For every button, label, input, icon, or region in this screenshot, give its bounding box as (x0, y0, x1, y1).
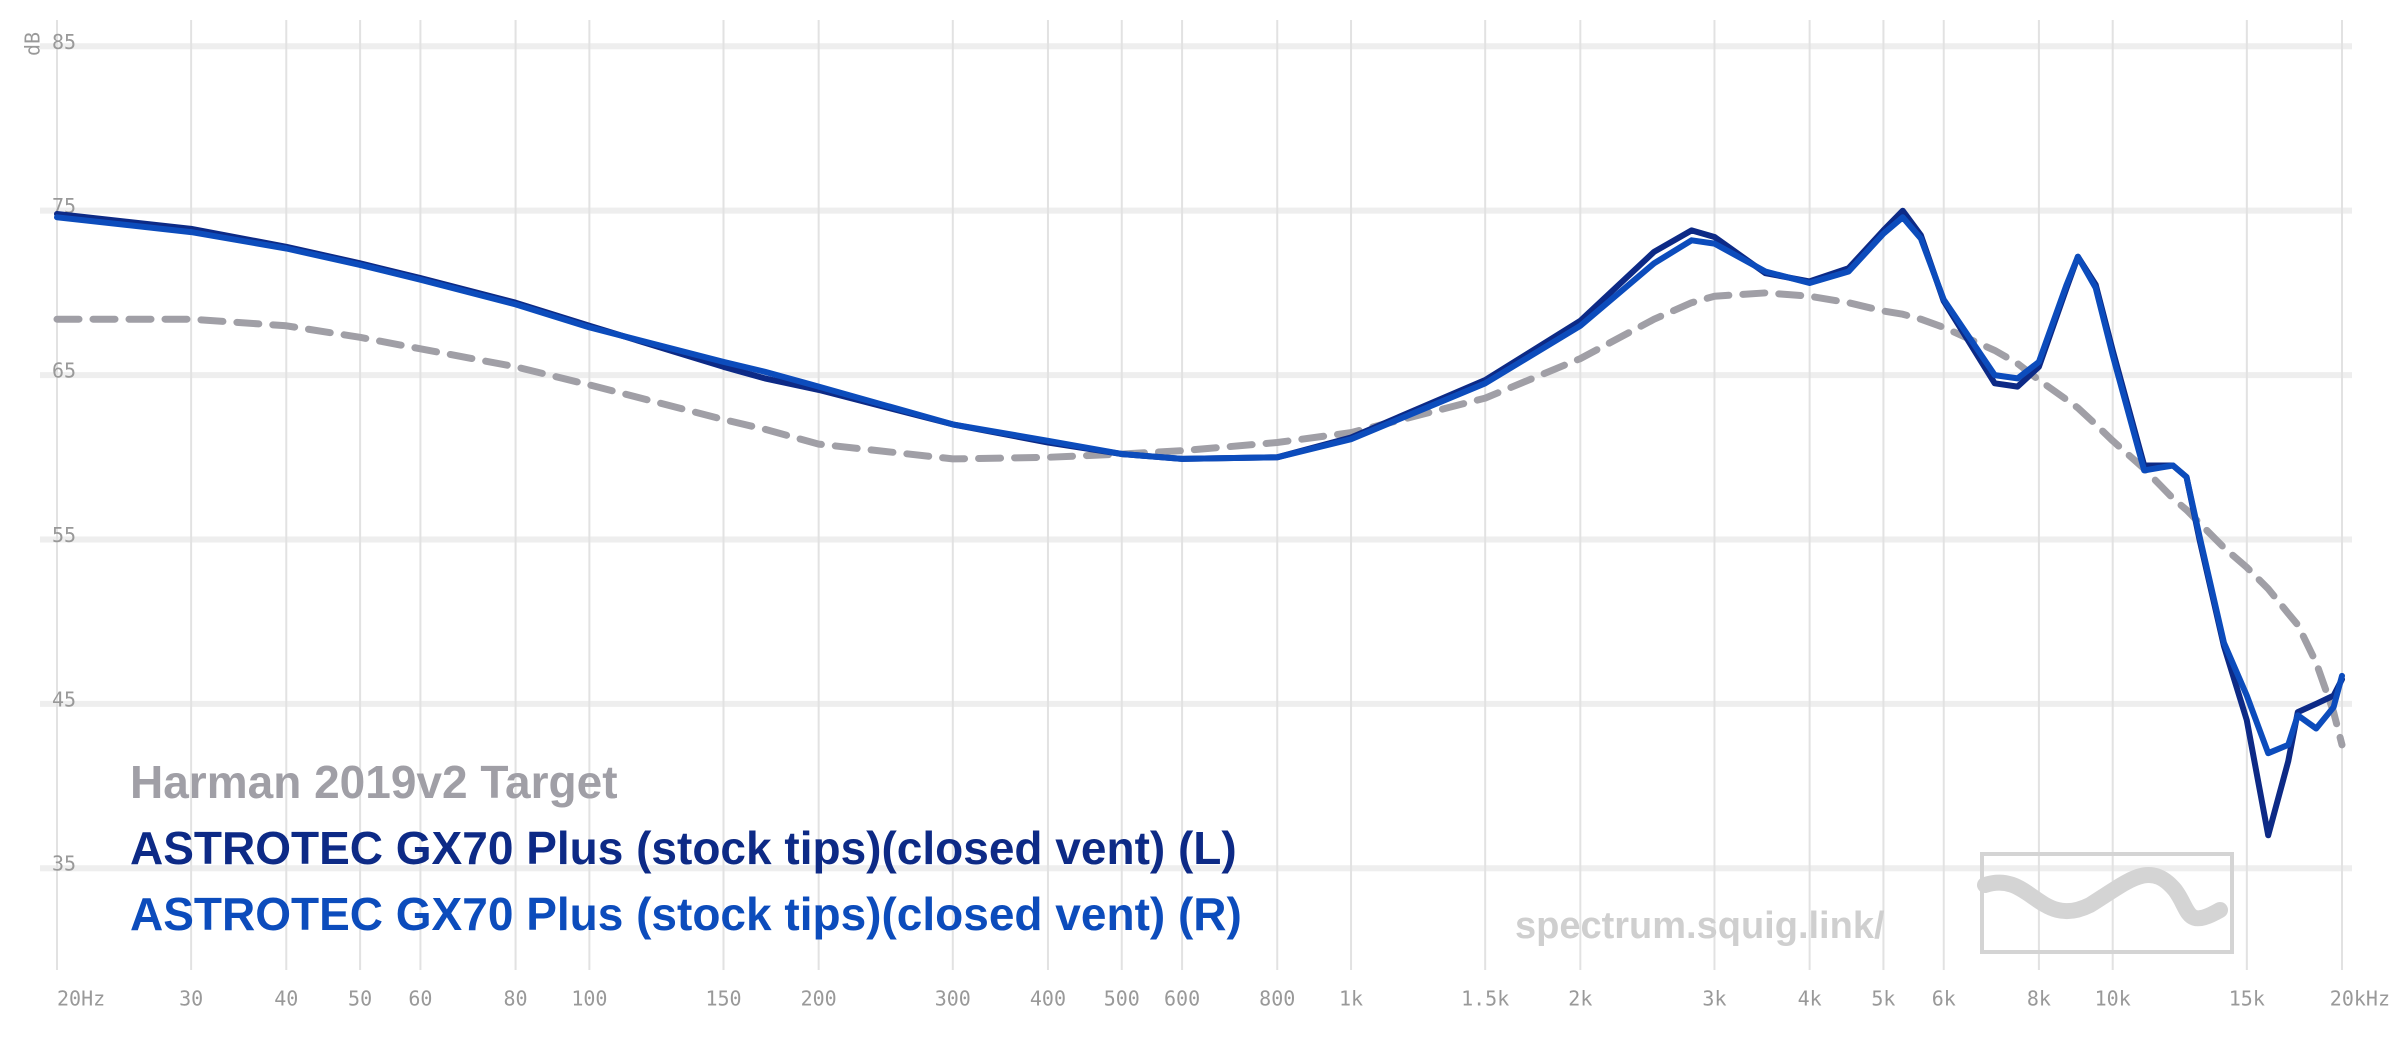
x-tick-label: 100 (571, 987, 607, 1011)
x-tick-label: 800 (1259, 987, 1295, 1011)
x-tick-label: 1k (1339, 987, 1363, 1011)
grid (40, 20, 2352, 970)
legend-entry: ASTROTEC GX70 Plus (stock tips)(closed v… (130, 822, 1237, 874)
x-tick-label: 5k (1871, 987, 1895, 1011)
y-tick-label: 45 (52, 687, 76, 711)
x-tick-label: 300 (935, 987, 971, 1011)
watermark-logo (1977, 852, 2234, 954)
x-tick-label: 3k (1702, 987, 1726, 1011)
x-tick-label: 20Hz (57, 987, 105, 1011)
x-tick-label: 200 (801, 987, 837, 1011)
x-tick-label: 10k (2095, 987, 2131, 1011)
y-tick-label: 35 (52, 852, 76, 876)
x-tick-label: 80 (504, 987, 528, 1011)
legend-entry: Harman 2019v2 Target (130, 756, 618, 808)
x-tick-label: 20kHz (2330, 987, 2390, 1011)
logo-box (1980, 852, 2234, 954)
x-tick-label: 40 (274, 987, 298, 1011)
logo-wave (1977, 866, 2228, 927)
y-axis-label: dB (21, 32, 45, 56)
y-tick-label: 85 (52, 30, 76, 54)
series-line (54, 214, 2345, 757)
x-tick-label: 500 (1104, 987, 1140, 1011)
x-tick-label: 60 (408, 987, 432, 1011)
x-tick-label: 50 (348, 987, 372, 1011)
x-tick-label: 150 (705, 987, 741, 1011)
x-tick-label: 30 (179, 987, 203, 1011)
x-tick-label: 2k (1568, 987, 1592, 1011)
x-tick-label: 600 (1164, 987, 1200, 1011)
x-tick-label: 400 (1030, 987, 1066, 1011)
x-tick-label: 15k (2229, 987, 2265, 1011)
x-tick-label: 8k (2027, 987, 2051, 1011)
series-line (54, 207, 2345, 839)
series-line (53, 289, 2346, 749)
watermark: spectrum.squig.link/ (1515, 905, 1885, 947)
x-tick-label: 6k (1932, 987, 1956, 1011)
y-tick-label: 55 (52, 523, 76, 547)
x-tick-label: 4k (1798, 987, 1822, 1011)
legend-entry: ASTROTEC GX70 Plus (stock tips)(closed v… (130, 888, 1242, 940)
y-tick-label: 65 (52, 359, 76, 383)
x-tick-label: 1.5k (1461, 987, 1509, 1011)
